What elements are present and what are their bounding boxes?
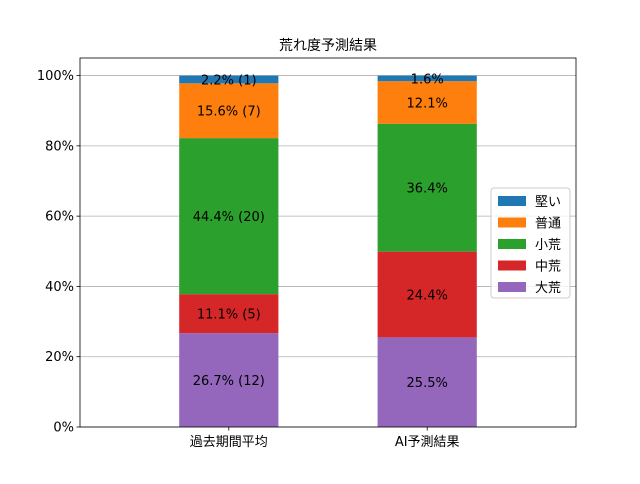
legend-label: 大荒 [535, 281, 561, 296]
legend-label: 普通 [535, 217, 561, 232]
bar-segment [179, 138, 279, 295]
y-tick-label: 0% [53, 421, 74, 436]
legend-swatch [498, 260, 526, 271]
axes-frame [79, 57, 577, 428]
x-tick-label: 過去期間平均 [190, 435, 268, 450]
bar-segment [377, 75, 477, 82]
bar-data-label: 25.5% [407, 376, 448, 391]
legend-label: 中荒 [535, 260, 561, 275]
legend-swatch [498, 282, 526, 292]
y-tick-label: 100% [37, 69, 74, 84]
bar-data-label: 2.2% (1) [201, 73, 257, 88]
y-tick-label: 80% [45, 139, 74, 154]
bar-data-label: 44.4% (20) [193, 210, 265, 225]
legend-swatch [498, 196, 526, 206]
legend-swatch [498, 239, 526, 249]
bar-segment [377, 251, 477, 338]
bar-segment [377, 123, 477, 252]
legend-swatch [498, 217, 526, 228]
bar-data-label: 11.1% (5) [197, 308, 261, 323]
bar-data-label: 1.6% [411, 72, 444, 87]
bar-data-label: 15.6% (7) [197, 105, 261, 120]
bar-segment [179, 294, 279, 334]
legend-label: 小荒 [535, 238, 561, 253]
bar-data-label: 24.4% [407, 289, 448, 304]
bar-segment [179, 333, 279, 427]
bar-segment [179, 75, 279, 84]
bar-segment [377, 81, 477, 124]
chart-title: 荒れ度予測結果 [279, 38, 377, 54]
y-tick-label: 40% [45, 280, 74, 295]
x-tick-label: AI予測結果 [395, 435, 460, 450]
legend-label: 堅い [535, 195, 561, 210]
bar-data-label: 12.1% [407, 96, 448, 111]
y-tick-label: 20% [45, 350, 74, 365]
bar-segment [179, 83, 279, 139]
bar-segment [377, 337, 477, 427]
bar-data-label: 26.7% (12) [193, 374, 265, 389]
y-tick-label: 60% [45, 210, 74, 225]
bar-data-label: 36.4% [407, 182, 448, 197]
